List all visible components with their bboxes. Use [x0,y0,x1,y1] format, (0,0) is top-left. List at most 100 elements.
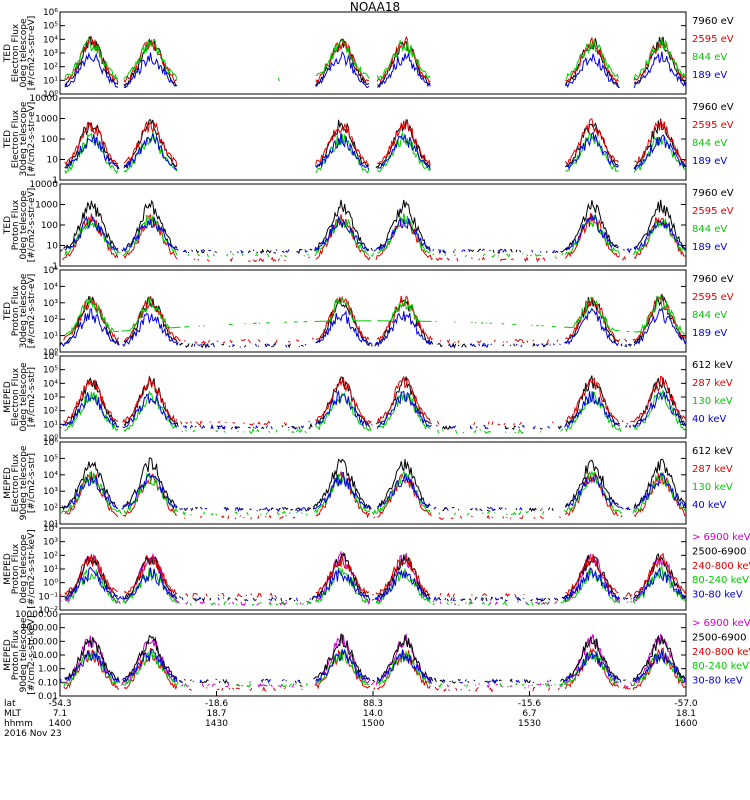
legend-entry: 240-800 keV [692,647,750,658]
ylabel-line: 30deg telescope [19,101,29,176]
series-trace [64,294,687,336]
legend-entry: 189 eV [692,242,727,253]
ylabel-line: MEPED [3,553,13,585]
ylabel-line: [#/cm2-s-str-eV] [27,188,37,263]
ylabel-line: [#/cm2-s-str-keV] [27,615,37,694]
legend-entry: 130 keV [692,396,733,407]
ylabel-line: 90deg telescope [19,445,29,520]
xaxis-value: 1500 [362,719,385,729]
ytick-label: 1000 [35,201,58,211]
legend-entry: 40 keV [692,500,726,511]
ytick-label: 10⁻¹ [38,592,58,602]
ytick-label: 10⁰ [43,434,58,444]
xaxis-value: 7.1 [53,709,67,719]
ylabel-line: MEPED [3,639,13,671]
ylabel-line: MEPED [3,467,13,499]
series-trace [61,212,687,263]
ytick-label: 100 [41,221,58,231]
legend-entry: 130 keV [692,482,733,493]
panel-frame [59,441,687,525]
ytick-label: 10000 [29,94,58,104]
ytick-label: 10⁵ [43,22,58,32]
ytick-label: 10¹ [43,76,58,86]
legend-entry: 40 keV [692,414,726,425]
legend-entry: 80-240 keV [692,575,749,586]
ytick-label: 1 [52,262,58,272]
xaxis-value: 1430 [205,719,228,729]
legend-entry: 287 keV [692,378,733,389]
ytick-label: 10.00 [32,651,58,661]
ylabel-line: TED [3,130,13,149]
xaxis-value: 1530 [518,719,541,729]
ytick-label: 100 [41,135,58,145]
panel-frame [59,269,687,353]
ylabel-line: TED [3,302,13,321]
xaxis-row-label: hhmm [4,719,33,729]
legend-entry: 2595 eV [692,34,734,45]
ytick-label: 10³ [43,299,58,309]
ytick-label: 10⁴ [43,524,58,534]
ytick-label: 10⁻² [38,606,58,616]
ylabel-line: Proton Flux [11,199,21,250]
legend-entry: 2500-6900 [692,632,747,643]
ylabel-line: 90deg telescope [19,617,29,692]
legend-entry: 7960 eV [692,274,734,285]
legend-entry: 2595 eV [692,120,734,131]
ytick-label: 10² [43,504,58,514]
series-trace [59,213,687,255]
ylabel-line: Proton Flux [11,285,21,336]
series-trace [59,648,687,685]
ytick-label: 10⁴ [43,282,58,292]
ylabel-line: Electron Flux [11,23,21,82]
xaxis-value: 6.7 [522,709,536,719]
ytick-label: 10 [47,156,59,166]
ylabel-line: Proton Flux [11,543,21,594]
panel-frame [59,11,687,95]
legend-entry: 612 keV [692,360,733,371]
ytick-label: 10⁰ [43,348,58,358]
date-label: 2016 Nov 23 [4,729,62,739]
series-trace [64,37,687,82]
ytick-label: 10000 [29,180,58,190]
series-trace [64,213,687,258]
ylabel-line: Electron Flux [11,453,21,512]
xaxis-row-label: MLT [4,709,22,719]
xaxis-value: 1400 [49,719,72,729]
series-trace [62,390,687,430]
legend-entry: 2595 eV [692,292,734,303]
ytick-label: 10⁶ [43,8,58,18]
ylabel-line: [#/cm2-s-str] [27,367,37,427]
ytick-label: 1000.00 [21,624,58,634]
legend-entry: 287 keV [692,464,733,475]
ytick-label: 10¹ [43,520,58,530]
ylabel-line: [#/cm2-s-str] [27,453,37,513]
ylabel-line: 0deg telescope [19,18,29,88]
legend-entry: 189 eV [692,328,727,339]
series-trace [64,131,687,171]
series-trace [61,457,687,512]
xaxis-value: 18.7 [206,709,226,719]
legend-entry: 189 eV [692,70,727,81]
xaxis-value: -57.0 [674,699,698,709]
ytick-label: 10⁵ [43,366,58,376]
legend-entry: 2500-6900 [692,546,747,557]
ytick-label: 10³ [43,49,58,59]
series-trace [62,649,687,689]
ytick-label: 10⁵ [43,266,58,276]
ytick-label: 1000 [35,115,58,125]
series-trace [64,472,687,513]
series-trace [64,565,687,606]
series-trace [64,118,687,170]
series-trace [64,50,687,89]
ytick-label: 10² [43,551,58,561]
ylabel-line: 30deg telescope [19,273,29,348]
legend-entry: 844 eV [692,52,727,63]
legend-entry: 844 eV [692,310,727,321]
xaxis-value: 88.3 [363,699,383,709]
ytick-label: 100.00 [27,637,59,647]
legend-entry: 612 keV [692,446,733,457]
